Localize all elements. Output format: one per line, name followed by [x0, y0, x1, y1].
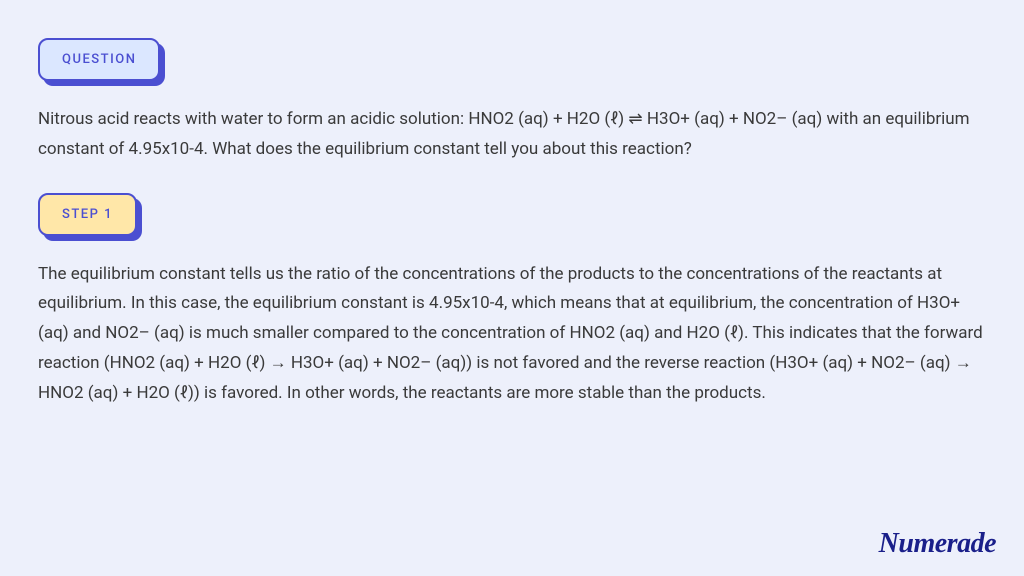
question-text: Nitrous acid reacts with water to form a… — [38, 105, 986, 165]
question-badge-label: QUESTION — [62, 52, 136, 67]
question-badge: QUESTION — [38, 38, 160, 81]
step1-badge-label: STEP 1 — [62, 207, 113, 222]
step1-section: STEP 1 The equilibrium constant tells us… — [38, 193, 986, 409]
question-section: QUESTION Nitrous acid reacts with water … — [38, 38, 986, 165]
step1-badge: STEP 1 — [38, 193, 137, 236]
step1-text: The equilibrium constant tells us the ra… — [38, 260, 986, 409]
brand-logo: Numerade — [879, 528, 996, 560]
